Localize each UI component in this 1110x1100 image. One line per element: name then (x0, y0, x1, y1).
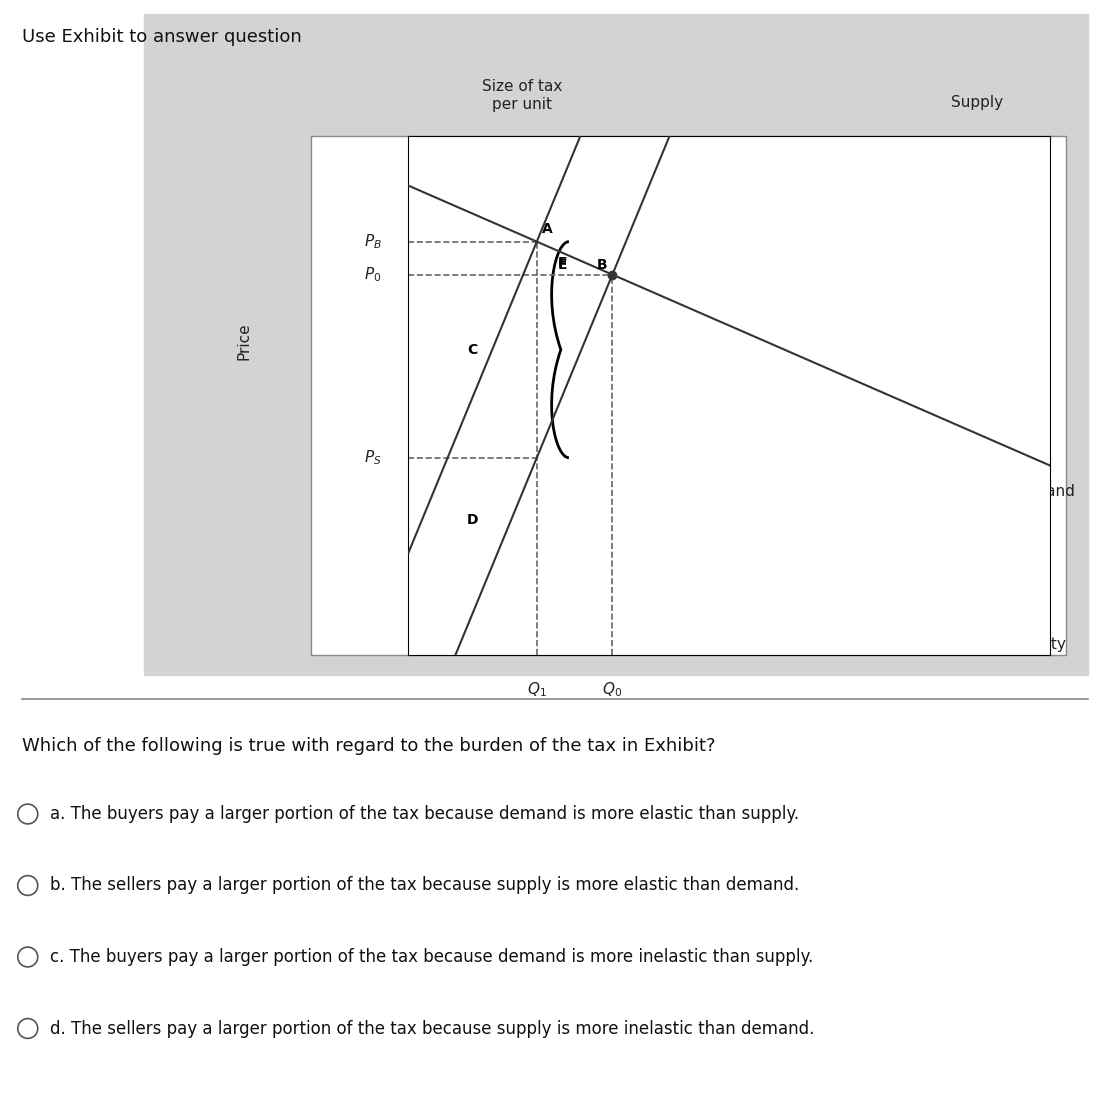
Text: A: A (542, 222, 553, 236)
Text: Supply: Supply (951, 95, 1002, 110)
Text: Which of the following is true with regard to the burden of the tax in Exhibit?: Which of the following is true with rega… (22, 737, 716, 755)
Text: d. The sellers pay a larger portion of the tax because supply is more inelastic : d. The sellers pay a larger portion of t… (50, 1020, 815, 1037)
Text: $Q_0$: $Q_0$ (603, 681, 623, 700)
Text: Demand: Demand (1010, 484, 1074, 498)
FancyBboxPatch shape (311, 136, 1066, 654)
Text: $P_S$: $P_S$ (364, 449, 382, 468)
Text: $P_0$: $P_0$ (364, 265, 382, 284)
Text: b. The sellers pay a larger portion of the tax because supply is more elastic th: b. The sellers pay a larger portion of t… (50, 877, 799, 894)
FancyBboxPatch shape (144, 13, 1088, 675)
Text: Price: Price (236, 322, 252, 360)
Text: D: D (467, 513, 478, 527)
Text: $P_B$: $P_B$ (364, 232, 382, 251)
Text: Size of tax
per unit: Size of tax per unit (482, 79, 562, 112)
Text: E: E (558, 258, 567, 272)
Text: C: C (467, 343, 477, 356)
Text: c. The buyers pay a larger portion of the tax because demand is more inelastic t: c. The buyers pay a larger portion of th… (50, 948, 814, 966)
Text: $Q_1$: $Q_1$ (527, 681, 546, 700)
Text: B: B (596, 258, 607, 272)
Text: a. The buyers pay a larger portion of the tax because demand is more elastic tha: a. The buyers pay a larger portion of th… (50, 805, 799, 823)
Text: Use Exhibit to answer question: Use Exhibit to answer question (22, 28, 302, 45)
Text: F: F (558, 256, 567, 271)
Text: Quantity: Quantity (1000, 637, 1066, 652)
